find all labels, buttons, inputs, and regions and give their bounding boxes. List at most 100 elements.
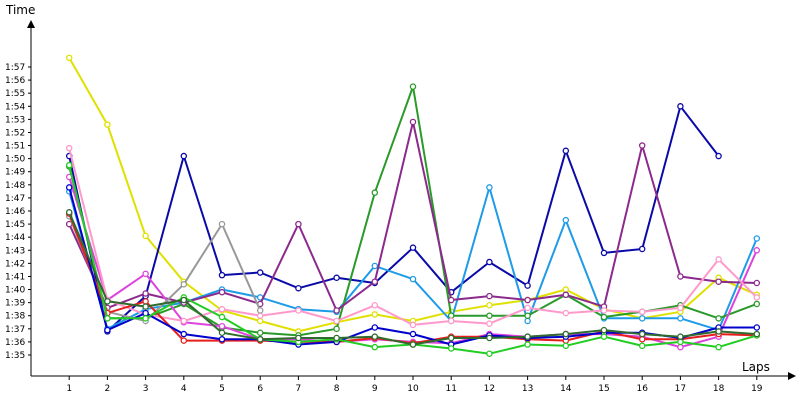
data-point (562, 286, 570, 293)
y-tick-label: 1:53 (5, 115, 25, 125)
data-point (218, 336, 226, 343)
data-point (104, 315, 111, 322)
x-tick-label: 5 (219, 384, 225, 394)
data-point (753, 247, 761, 254)
data-point (218, 329, 226, 336)
series-line (68, 105, 720, 333)
data-point (409, 244, 417, 251)
data-point (447, 334, 455, 342)
y-tick-label: 1:48 (5, 181, 25, 191)
y-tick-label: 1:39 (5, 299, 25, 309)
data-point (638, 142, 646, 149)
x-tick-label: 18 (713, 384, 725, 394)
data-point (180, 317, 188, 325)
data-point (256, 269, 264, 276)
y-tick-label: 1:42 (5, 259, 25, 269)
x-tick-label: 2 (105, 384, 111, 394)
data-point (638, 315, 646, 322)
x-tick-label: 12 (484, 384, 495, 394)
x-tick-label: 16 (636, 384, 648, 394)
data-point (333, 325, 340, 333)
data-point (142, 270, 149, 278)
data-point (486, 292, 493, 300)
data-point (524, 296, 531, 304)
y-tick-label: 1:44 (5, 233, 25, 243)
data-point (256, 312, 264, 319)
y-tick-label: 1:56 (5, 76, 25, 86)
x-tick-label: 3 (143, 384, 149, 394)
data-point (409, 321, 417, 329)
data-point (218, 305, 226, 313)
data-point (753, 279, 761, 287)
data-point (295, 284, 302, 292)
series-line (68, 147, 758, 326)
data-point (524, 304, 531, 312)
data-point (409, 118, 417, 126)
data-point (486, 312, 493, 319)
data-point (600, 249, 608, 257)
data-point (677, 333, 684, 340)
y-tick-label: 1:35 (5, 351, 25, 361)
data-point (600, 307, 608, 314)
data-point (677, 304, 684, 312)
data-point (371, 302, 379, 309)
y-tick-label: 1:41 (5, 272, 25, 282)
data-point (65, 54, 73, 62)
y-tick-label: 1:46 (5, 207, 25, 217)
data-point (180, 337, 188, 344)
y-tick-label: 1:54 (5, 102, 25, 112)
data-point (486, 184, 493, 191)
data-point (677, 273, 684, 280)
data-point (180, 281, 188, 288)
data-point (638, 342, 646, 350)
data-point (333, 274, 340, 282)
data-point (256, 307, 264, 314)
y-tick-label: 1:45 (5, 220, 25, 230)
data-point (715, 278, 722, 285)
data-point (142, 232, 149, 240)
data-point (180, 296, 188, 304)
data-point (562, 216, 570, 224)
data-point (447, 317, 455, 325)
data-point (753, 330, 761, 338)
series-5 (65, 118, 761, 314)
data-point (218, 288, 226, 296)
x-tick-label: 6 (257, 384, 263, 394)
data-point (371, 333, 379, 340)
x-ticks: 1 2 3 4 5 6 7 8 9 10 11 12 13 14 15 16 17 18 19 (66, 376, 763, 394)
data-point (142, 309, 149, 317)
data-point (371, 262, 379, 270)
data-point (142, 303, 149, 310)
data-point (562, 147, 570, 155)
data-point (677, 103, 684, 110)
y-tick-label: 1:51 (5, 142, 25, 152)
data-point (447, 345, 455, 352)
data-point (600, 333, 608, 340)
data-point (371, 311, 379, 318)
data-point (753, 324, 761, 331)
data-point (333, 317, 340, 325)
data-point (486, 302, 493, 309)
x-tick-label: 13 (522, 384, 533, 394)
data-point (218, 322, 226, 330)
data-point (524, 317, 531, 325)
x-axis-title: Laps (742, 360, 770, 374)
data-point (371, 278, 379, 285)
data-point (409, 275, 417, 283)
series-12 (65, 209, 761, 348)
x-tick-label: 14 (560, 384, 572, 394)
data-point (486, 334, 493, 342)
series-1 (65, 54, 761, 335)
series-group (65, 54, 761, 357)
x-tick-label: 9 (372, 384, 378, 394)
data-point (562, 291, 570, 299)
data-point (715, 256, 722, 263)
data-point (295, 334, 302, 342)
data-point (104, 298, 111, 305)
x-tick-label: 7 (296, 384, 302, 394)
data-point (371, 324, 379, 331)
x-tick-label: 15 (598, 384, 609, 394)
axes (27, 20, 796, 380)
x-tick-label: 17 (675, 384, 686, 394)
